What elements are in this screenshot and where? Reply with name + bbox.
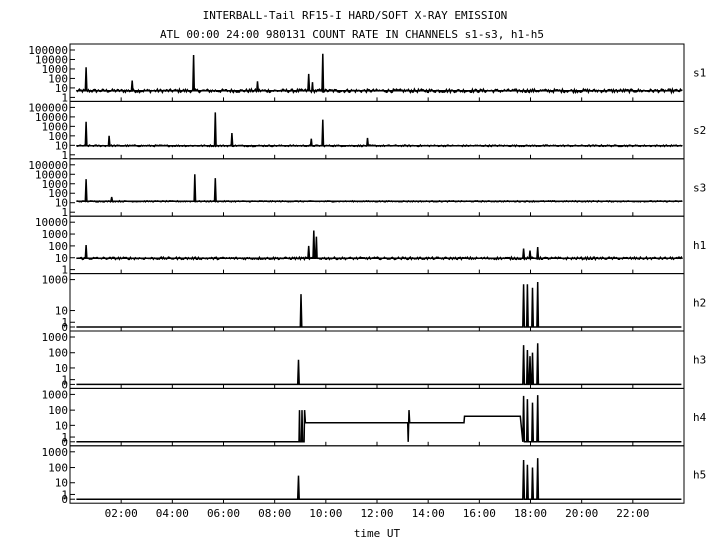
y-tick-label: 1000 (42, 446, 69, 459)
y-tick-label: 10 (55, 305, 68, 318)
y-tick-label: 1 (61, 91, 68, 104)
y-tick-label: 10 (55, 477, 68, 490)
panel-label-s3: s3 (693, 182, 706, 195)
y-tick-label: 10 (55, 419, 68, 432)
panels-group: 110100100010000100000s111010010001000010… (28, 43, 707, 506)
x-tick-label: 02:00 (105, 507, 138, 520)
y-tick-label: 1 (61, 316, 68, 329)
panel-label-h1: h1 (693, 239, 706, 252)
series-line-h5 (76, 458, 682, 500)
x-tick-label: 06:00 (207, 507, 240, 520)
y-tick-label: 1 (61, 264, 68, 277)
x-tick-label: 08:00 (258, 507, 291, 520)
panel-label-h4: h4 (693, 411, 707, 424)
panel-frame-s3 (69, 158, 685, 217)
y-tick-label: 1 (61, 206, 68, 219)
y-tick-label: 100 (48, 404, 68, 417)
panel-frame-h3 (69, 330, 685, 389)
y-tick-label: 100 (48, 347, 68, 360)
series-line-s1 (76, 53, 682, 92)
y-tick-label: 1 (61, 149, 68, 162)
panel-frame-h4 (69, 387, 685, 447)
y-tick-label: 100 (48, 240, 68, 253)
y-tick-label: 1000 (42, 388, 69, 401)
y-tick-label: 10 (55, 362, 68, 375)
panel-frame-h2 (69, 273, 685, 332)
series-line-s3 (76, 174, 682, 203)
panel-label-h3: h3 (693, 354, 706, 367)
y-tick-label: 100000 (28, 101, 68, 114)
panel-label-s2: s2 (693, 124, 706, 137)
y-tick-label: 0 (61, 378, 68, 391)
y-tick-label: 100 (48, 187, 68, 200)
series-line-h3 (76, 343, 682, 386)
y-tick-label: 10 (55, 252, 68, 265)
x-tick-label: 10:00 (309, 507, 342, 520)
y-tick-label: 10000 (35, 168, 68, 181)
y-tick-label: 1000 (42, 178, 69, 191)
y-tick-label: 1000 (42, 63, 69, 76)
x-axis: 02:00 04:00 06:00 08:00 10:00 12:00 14:00 16:00… (105, 507, 650, 520)
y-tick-label: 10000 (35, 53, 68, 66)
panel-frame-h1 (69, 215, 685, 275)
panel-frame-s2 (69, 100, 685, 160)
series-line-h4 (76, 395, 682, 443)
panel-label-h5: h5 (693, 469, 706, 482)
y-tick-label: 1000 (42, 228, 69, 241)
y-tick-label: 0 (61, 493, 68, 506)
x-tick-label: 16:00 (463, 507, 496, 520)
y-tick-label: 1 (61, 488, 68, 501)
y-tick-label: 1000 (42, 274, 69, 287)
x-axis-label: time UT (354, 527, 401, 540)
chart-title: INTERBALL-Tail RF15-I HARD/SOFT X-RAY EM… (203, 9, 508, 22)
y-tick-label: 1 (61, 431, 68, 444)
panel-frame-h5 (69, 445, 685, 504)
y-tick-label: 100 (48, 130, 68, 143)
x-tick-label: 12:00 (360, 507, 393, 520)
panel-label-s1: s1 (693, 67, 706, 80)
y-tick-label: 1000 (42, 120, 69, 133)
series-line-h2 (76, 281, 682, 328)
y-tick-label: 100000 (28, 159, 68, 172)
y-tick-label: 10000 (35, 111, 68, 124)
x-tick-label: 04:00 (156, 507, 189, 520)
y-tick-label: 0 (61, 321, 68, 334)
x-tick-label: 18:00 (514, 507, 547, 520)
y-tick-label: 100 (48, 462, 68, 475)
chart-subtitle: ATL 00:00 24:00 980131 COUNT RATE IN CHA… (160, 28, 544, 41)
y-tick-label: 10 (55, 197, 68, 210)
series-line-h1 (76, 230, 682, 260)
panel-label-h2: h2 (693, 296, 706, 309)
y-tick-label: 0 (61, 436, 68, 449)
x-tick-label: 14:00 (412, 507, 445, 520)
y-tick-label: 1 (61, 374, 68, 387)
x-tick-label: 20:00 (565, 507, 598, 520)
x-tick-label: 22:00 (616, 507, 649, 520)
y-tick-label: 10 (55, 82, 68, 95)
y-tick-label: 100000 (28, 44, 68, 57)
y-tick-label: 1000 (42, 331, 69, 344)
y-tick-label: 10000 (35, 216, 68, 229)
y-tick-label: 10 (55, 139, 68, 152)
series-noise-h1 (76, 255, 684, 262)
series-line-s2 (76, 112, 682, 147)
y-tick-label: 100 (48, 72, 68, 85)
